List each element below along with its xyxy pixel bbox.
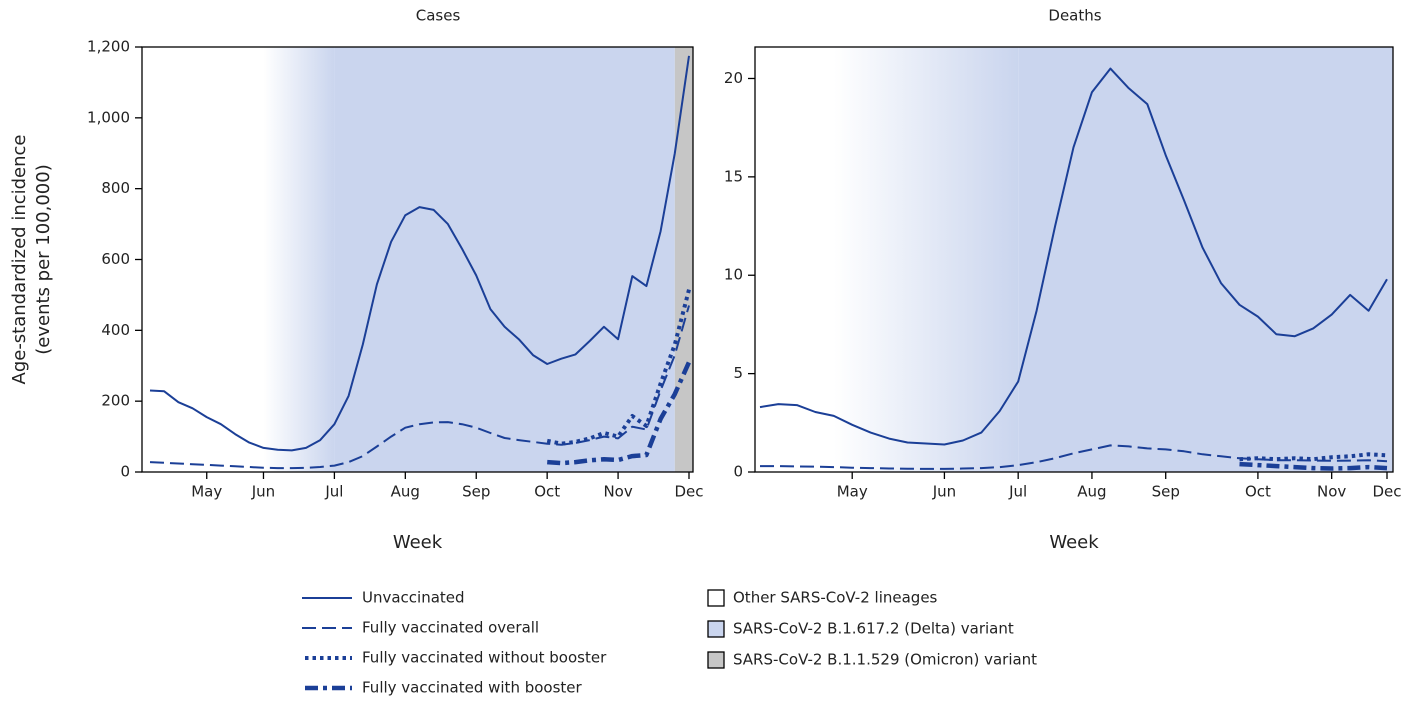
legend-label: Fully vaccinated with booster (362, 679, 583, 697)
x-axis-label: Week (1049, 532, 1099, 553)
series-line (149, 55, 690, 452)
period-fade (263, 47, 335, 472)
legend-swatch (707, 620, 725, 638)
series-line (759, 67, 1388, 446)
legend-label: SARS-CoV-2 B.1.1.529 (Omicron) variant (733, 651, 1037, 669)
x-tick-label: Dec (674, 483, 703, 501)
legend-label: SARS-CoV-2 B.1.617.2 (Delta) variant (733, 620, 1014, 638)
x-tick-label: Jul (1008, 483, 1027, 501)
series-line (760, 444, 1388, 470)
x-tick-label: Sep (1152, 483, 1180, 501)
legend-swatch (707, 589, 725, 607)
y-axis-label: Age-standardized incidence (9, 134, 30, 384)
y-tick-label: 15 (724, 167, 743, 185)
y-tick-label: 800 (101, 179, 130, 197)
x-tick-label: Jun (251, 483, 275, 501)
x-tick-label: Aug (1077, 483, 1106, 501)
period-band (1018, 47, 1393, 472)
x-tick-label: May (191, 483, 222, 501)
legend-swatch (707, 651, 725, 669)
x-axis-label: Week (393, 532, 443, 553)
legend-label: Other SARS-CoV-2 lineages (733, 589, 938, 607)
series-line (149, 305, 690, 470)
series-line (546, 289, 691, 446)
period-band (674, 47, 693, 472)
period-band (334, 47, 675, 472)
x-tick-label: Jun (932, 483, 956, 501)
y-tick-label: 600 (101, 250, 130, 268)
chart-title: Cases (416, 7, 461, 25)
chart-title: Deaths (1048, 7, 1101, 25)
series-line (1239, 452, 1388, 462)
y-tick-label: 1,200 (87, 38, 130, 56)
x-tick-label: Jul (324, 483, 343, 501)
y-axis-label: (events per 100,000) (33, 164, 54, 354)
x-tick-label: Oct (534, 483, 560, 501)
y-tick-label: 200 (101, 392, 130, 410)
x-tick-label: Nov (603, 483, 632, 501)
y-tick-label: 0 (120, 463, 130, 481)
y-tick-label: 1,000 (87, 108, 130, 126)
legend-label: Unvaccinated (362, 589, 465, 607)
x-tick-label: Aug (391, 483, 420, 501)
x-tick-label: Nov (1317, 483, 1346, 501)
y-tick-label: 0 (733, 463, 743, 481)
legend-label: Fully vaccinated overall (362, 619, 539, 637)
x-tick-label: Oct (1245, 483, 1271, 501)
legend-label: Fully vaccinated without booster (362, 649, 607, 667)
y-tick-label: 400 (101, 321, 130, 339)
x-tick-label: Dec (1372, 483, 1401, 501)
plot-frame (754, 46, 1394, 473)
y-tick-label: 20 (724, 69, 743, 87)
series-line (1239, 461, 1388, 471)
x-tick-label: May (837, 483, 868, 501)
y-tick-label: 5 (733, 364, 743, 382)
x-tick-label: Sep (462, 483, 490, 501)
period-fade (833, 47, 1019, 472)
y-tick-label: 10 (724, 266, 743, 284)
